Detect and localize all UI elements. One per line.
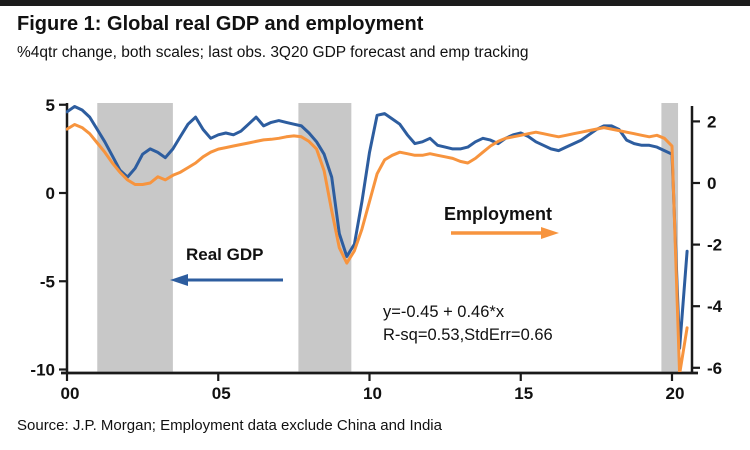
source-note: Source: J.P. Morgan; Employment data exc… xyxy=(17,417,442,434)
x-axis-tick-label: 10 xyxy=(363,384,382,403)
employment-series-label: Employment xyxy=(444,204,553,224)
x-axis-tick-label: 05 xyxy=(212,384,231,403)
recession-band xyxy=(97,103,173,372)
regression-equation: y=-0.45 + 0.46*x xyxy=(383,303,505,321)
left-axis-tick-label: 0 xyxy=(46,184,55,203)
left-axis-tick-label: 5 xyxy=(46,96,55,115)
regression-stats-text: y=-0.45 + 0.46*x R-sq=0.53,StdErr=0.66 xyxy=(383,301,553,347)
x-axis-tick-label: 20 xyxy=(666,384,685,403)
top-border-bar xyxy=(0,0,750,6)
right-axis-tick-label: 2 xyxy=(707,112,716,131)
right-axis-tick-label: 0 xyxy=(707,174,716,193)
chart-title: Figure 1: Global real GDP and employment xyxy=(17,13,424,35)
real-gdp-series-label: Real GDP xyxy=(186,245,264,264)
real-gdp-left-arrow-icon xyxy=(170,274,283,286)
right-axis-tick-label: -6 xyxy=(707,359,722,378)
employment-right-arrow-icon xyxy=(451,227,559,239)
right-axis-tick-label: -4 xyxy=(707,297,723,316)
recession-band xyxy=(298,103,352,372)
employment-line xyxy=(66,123,689,372)
x-axis-tick-label: 15 xyxy=(514,384,533,403)
x-axis-tick-label: 00 xyxy=(61,384,80,403)
chart-subtitle: %4qtr change, both scales; last obs. 3Q2… xyxy=(17,44,529,61)
left-axis-tick-label: -5 xyxy=(40,272,55,291)
left-axis-tick-label: -10 xyxy=(30,361,55,380)
regression-fit-stats: R-sq=0.53,StdErr=0.66 xyxy=(383,326,553,344)
real-gdp-line xyxy=(66,105,689,350)
right-axis-tick-label: -2 xyxy=(707,236,722,255)
